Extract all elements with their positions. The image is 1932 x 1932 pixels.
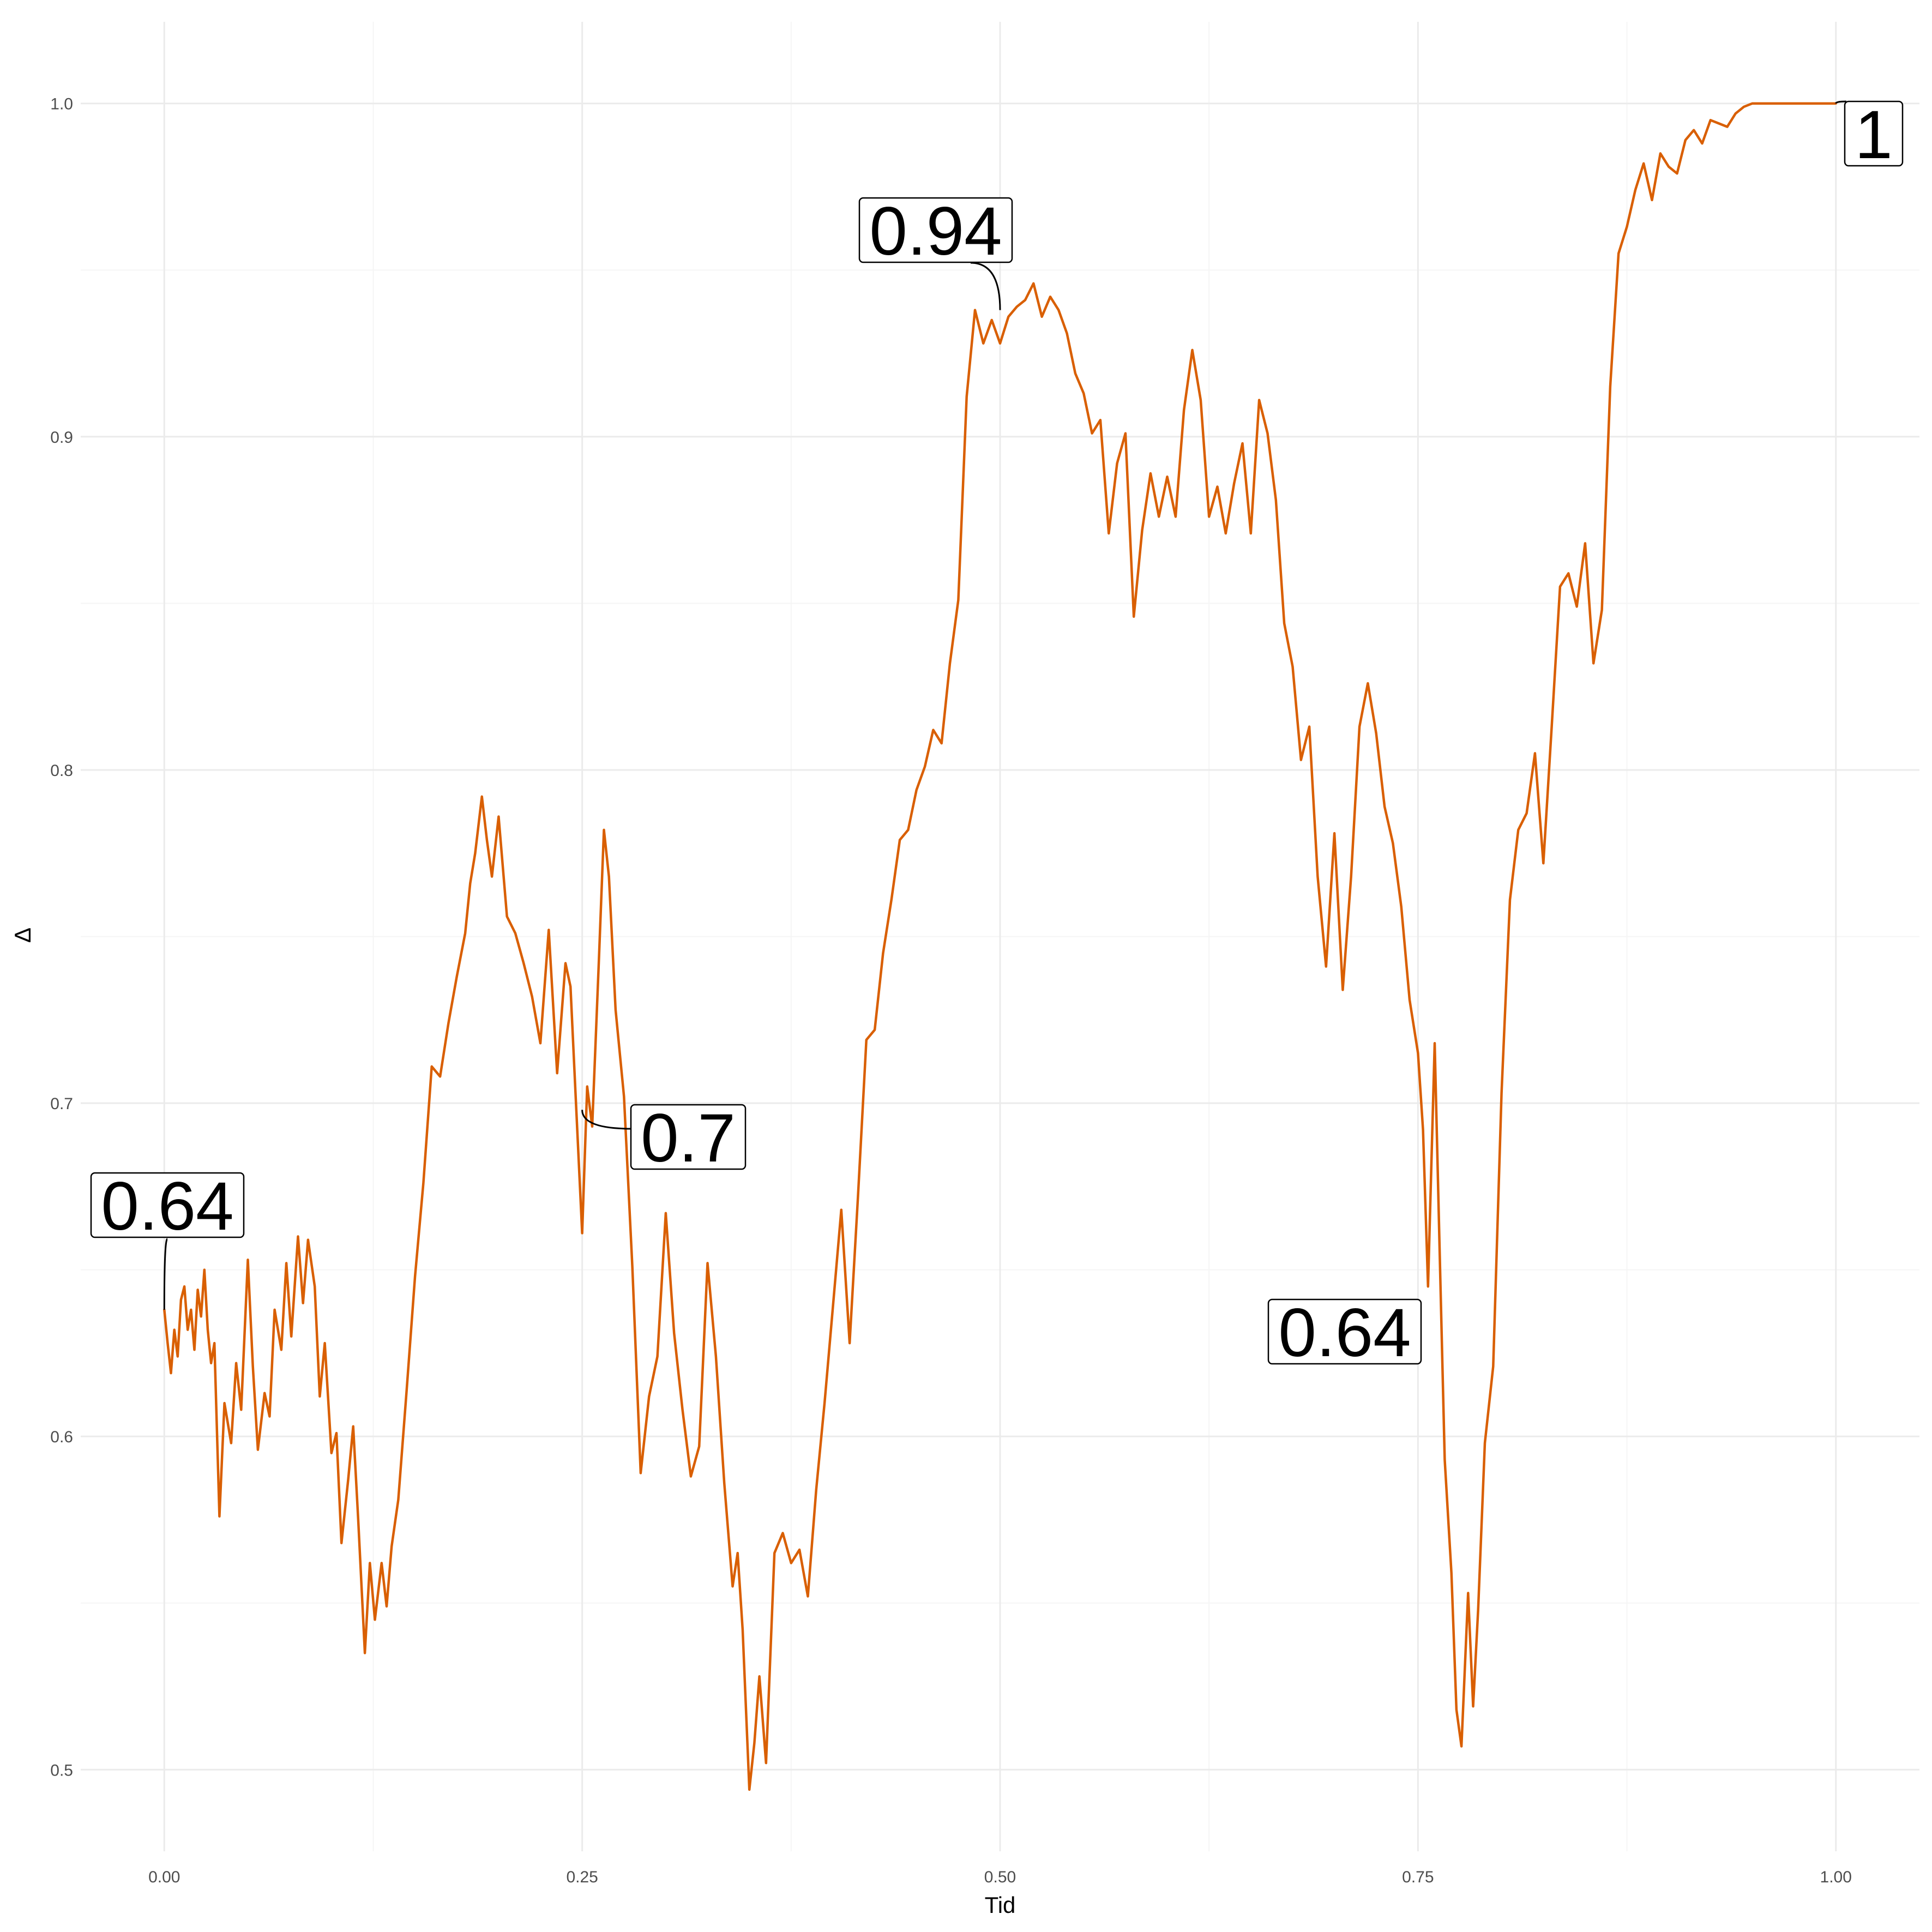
- callout-leader: [1835, 100, 1847, 104]
- callout-box: [90, 1172, 245, 1238]
- series-layer: [163, 102, 1837, 1791]
- y-tick-label: 1.0: [50, 95, 73, 113]
- y-tick-label: 0.5: [50, 1761, 73, 1779]
- callout-label: 0.64: [101, 1169, 233, 1244]
- callout-leader: [970, 262, 1001, 310]
- series-line: [163, 102, 1837, 1791]
- callout-box: [630, 1104, 747, 1170]
- x-tick-label: 1.00: [1820, 1868, 1852, 1886]
- callout-leader: [163, 1238, 168, 1310]
- y-tick-label: 0.6: [50, 1428, 73, 1446]
- y-tick-labels: 0.5 0.6 0.7 0.8 0.9 1.0: [50, 95, 73, 1780]
- callout-label: 0.94: [869, 194, 1002, 269]
- callout-box: [1844, 100, 1904, 167]
- x-tick-labels: 0.00 0.25 0.50 0.75 1.00: [148, 1868, 1852, 1886]
- y-tick-label: 0.9: [50, 429, 73, 447]
- callout-leader: [581, 1110, 632, 1130]
- callout-label: 0.7: [641, 1100, 736, 1176]
- callout-label: 1: [1855, 97, 1893, 173]
- y-tick-label: 0.8: [50, 762, 73, 780]
- x-tick-label: 0.25: [566, 1868, 598, 1886]
- callout-box: [858, 197, 1013, 263]
- callout-label: 0.64: [1278, 1295, 1411, 1371]
- x-tick-label: 0.00: [148, 1868, 180, 1886]
- callout-box: [1267, 1298, 1422, 1365]
- x-axis-title: Tid: [985, 1892, 1016, 1918]
- x-tick-label: 0.50: [984, 1868, 1016, 1886]
- annotation-layer: 0.64 0.7 0.94 0.64 1: [90, 97, 1904, 1371]
- grid-major-lines: [81, 22, 1919, 1851]
- x-tick-label: 0.75: [1402, 1868, 1434, 1886]
- y-axis-title: Δ: [10, 928, 35, 943]
- y-tick-label: 0.7: [50, 1095, 73, 1113]
